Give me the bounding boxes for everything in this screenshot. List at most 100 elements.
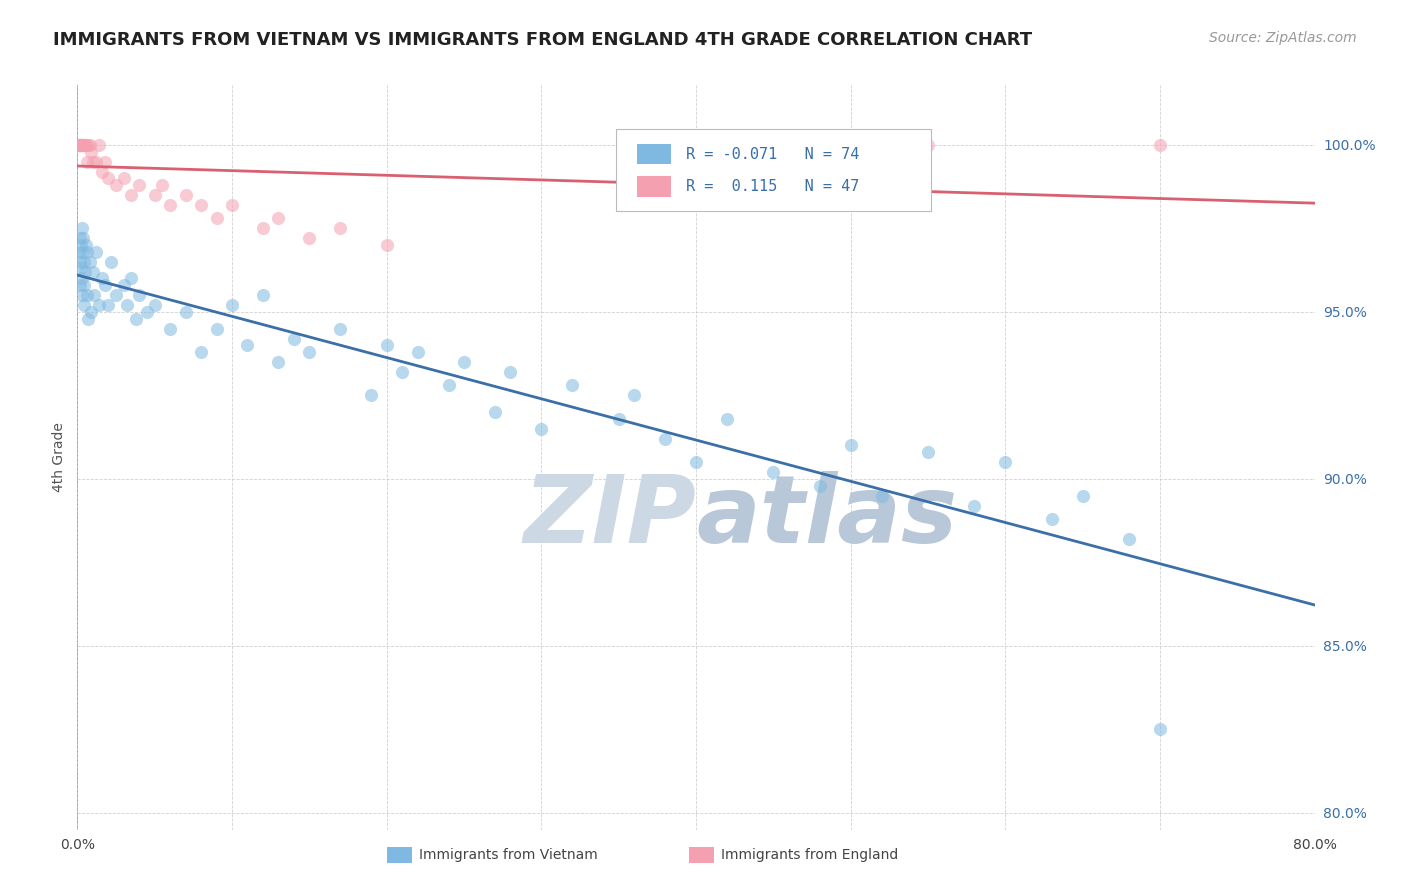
Point [69,238,91,252]
Point [84,244,107,259]
Point [73,137,96,152]
Point [174,188,197,202]
Point [623,388,645,402]
Point [530,422,553,436]
Text: Immigrants from Vietnam: Immigrants from Vietnam [419,848,598,863]
Point [70,221,93,235]
Point [69,231,91,245]
Point [283,332,305,346]
Point [839,438,862,452]
Point [70,137,93,152]
Point [79,254,101,268]
Point [75,238,97,252]
Point [252,288,274,302]
Point [69,254,91,268]
Point [91,271,114,285]
Point [499,365,522,379]
Point [360,388,382,402]
Point [870,489,893,503]
Point [100,254,122,268]
Point [917,445,939,459]
Point [607,411,630,425]
Point [87,298,110,312]
Point [267,211,290,226]
Bar [637,177,671,197]
Text: R =  0.115   N = 47: R = 0.115 N = 47 [686,179,859,194]
Point [77,311,100,326]
Text: Immigrants from England: Immigrants from England [721,848,898,863]
Bar [637,144,671,164]
Point [391,365,413,379]
Point [69,278,91,293]
Point [84,154,107,169]
Text: Source: ZipAtlas.com: Source: ZipAtlas.com [1209,31,1357,45]
Point [112,278,135,293]
Point [97,171,120,186]
Point [67,137,90,152]
Point [808,478,831,492]
Point [221,298,243,312]
Point [67,137,90,152]
Point [77,137,100,152]
Point [136,305,159,319]
Point [252,221,274,235]
Point [67,244,90,259]
Point [1149,723,1171,737]
Point [1040,512,1063,526]
Text: R = -0.071   N = 74: R = -0.071 N = 74 [686,146,859,161]
Point [1071,489,1094,503]
Point [1118,532,1140,546]
Point [76,154,98,169]
Point [72,244,94,259]
Point [484,405,506,419]
Point [69,137,91,152]
Point [716,411,738,425]
Point [190,198,212,212]
FancyBboxPatch shape [616,129,931,211]
Point [121,188,143,202]
Point [83,288,105,302]
Point [963,499,986,513]
Point [72,137,94,152]
Point [143,298,166,312]
Point [298,231,321,245]
Point [994,455,1017,469]
Point [221,198,243,212]
Point [72,298,94,312]
Point [105,178,127,192]
Point [73,278,96,293]
Point [125,311,148,326]
Point [329,221,352,235]
Point [205,321,228,335]
Point [80,305,103,319]
Point [91,164,114,178]
Point [143,188,166,202]
Point [685,455,707,469]
Point [94,278,117,293]
Point [1149,137,1171,152]
Point [236,338,259,352]
Point [75,137,96,152]
Point [67,137,90,152]
Point [205,211,228,226]
Point [70,137,93,152]
Point [75,137,97,152]
Point [76,288,98,302]
Point [174,305,197,319]
Point [298,345,321,359]
Point [112,171,135,186]
Point [82,265,104,279]
Point [437,378,460,392]
Text: IMMIGRANTS FROM VIETNAM VS IMMIGRANTS FROM ENGLAND 4TH GRADE CORRELATION CHART: IMMIGRANTS FROM VIETNAM VS IMMIGRANTS FR… [53,31,1032,49]
Point [76,244,98,259]
Point [67,137,90,152]
Point [94,154,117,169]
Point [654,432,676,446]
Point [115,298,138,312]
Point [80,145,103,159]
Point [267,355,290,369]
Point [72,288,94,302]
Point [762,465,785,479]
Text: ZIP: ZIP [523,471,696,563]
Point [152,178,174,192]
